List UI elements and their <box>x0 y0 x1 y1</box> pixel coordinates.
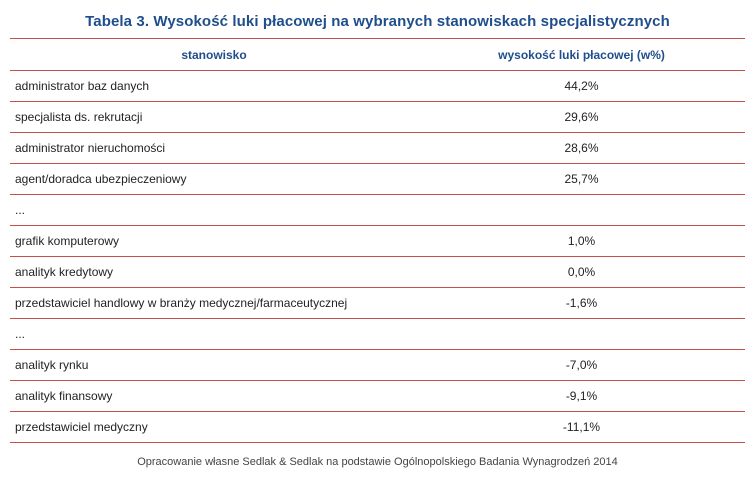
row-gap-value: -1,6% <box>565 296 598 310</box>
row-gap-value <box>418 319 745 350</box>
table-row: specjalista ds. rekrutacji 29,6% <box>10 102 745 133</box>
row-position: przedstawiciel medyczny <box>15 420 148 434</box>
row-position: administrator baz danych <box>15 79 150 93</box>
table-body: administrator baz danych 44,2% specjalista… <box>10 71 745 443</box>
table-row: ... <box>10 319 745 350</box>
header-row: stanowisko wysokość luki płacowej (w%) <box>10 38 745 71</box>
table-row: analityk rynku -7,0% <box>10 350 745 381</box>
row-gap-value: 25,7% <box>564 172 599 186</box>
row-gap-value: -11,1% <box>562 420 601 434</box>
header-gap: wysokość luki płacowej (w%) <box>498 47 665 62</box>
source-note: Opracowanie własne Sedlak & Sedlak na po… <box>137 456 618 468</box>
table-row: przedstawiciel handlowy w branży medyczn… <box>10 288 745 319</box>
row-position: przedstawiciel handlowy w branży medyczn… <box>15 296 348 310</box>
row-gap-value: 44,2% <box>564 79 599 93</box>
row-position: administrator nieruchomości <box>15 141 166 155</box>
table-row: grafik komputerowy 1,0% <box>10 226 745 257</box>
table-row: analityk finansowy -9,1% <box>10 381 745 412</box>
table-title: Tabela 3. Wysokość luki płacowej na wybr… <box>85 13 670 30</box>
row-position: ... <box>15 327 26 341</box>
row-position: analityk finansowy <box>15 389 113 403</box>
row-gap-value: 1,0% <box>567 234 596 248</box>
header-position: stanowisko <box>181 47 247 62</box>
table-row: administrator baz danych 44,2% <box>10 71 745 102</box>
row-gap-value: 29,6% <box>564 110 599 124</box>
table-row: analityk kredytowy 0,0% <box>10 257 745 288</box>
row-position: ... <box>15 203 26 217</box>
table-header: stanowisko wysokość luki płacowej (w%) <box>10 38 745 71</box>
table-row: agent/doradca ubezpieczeniowy 25,7% <box>10 164 745 195</box>
row-gap-value: 0,0% <box>567 265 596 279</box>
row-position: specjalista ds. rekrutacji <box>15 110 143 124</box>
table-container: stanowisko wysokość luki płacowej (w%) a… <box>10 38 745 443</box>
row-gap-value: -7,0% <box>565 358 598 372</box>
row-position: agent/doradca ubezpieczeniowy <box>15 172 187 186</box>
pay-gap-table: stanowisko wysokość luki płacowej (w%) a… <box>10 38 745 443</box>
row-position: analityk kredytowy <box>15 265 114 279</box>
row-position: grafik komputerowy <box>15 234 120 248</box>
row-gap-value: 28,6% <box>564 141 599 155</box>
row-gap-value: -9,1% <box>565 389 598 403</box>
row-gap-value <box>418 195 745 226</box>
row-position: analityk rynku <box>15 358 89 372</box>
table-row: administrator nieruchomości 28,6% <box>10 133 745 164</box>
table-row: przedstawiciel medyczny -11,1% <box>10 412 745 443</box>
table-row: ... <box>10 195 745 226</box>
